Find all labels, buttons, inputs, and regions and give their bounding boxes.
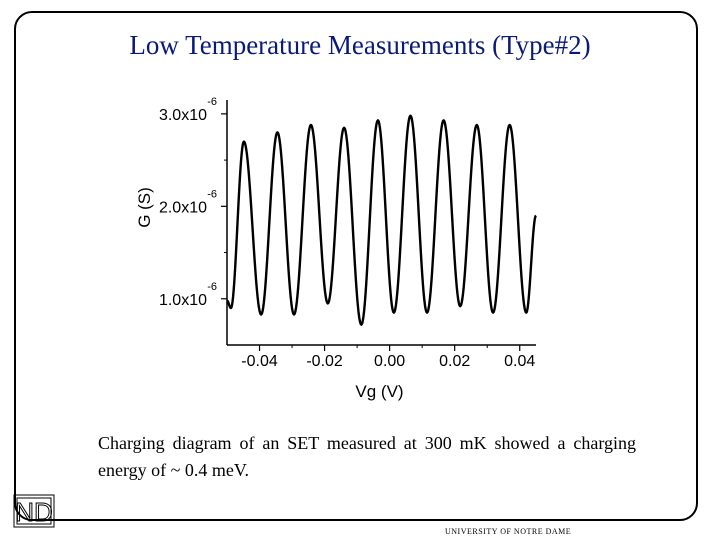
y-tick-label: 2.0x10	[159, 199, 207, 216]
x-tick-label: 0.02	[439, 353, 470, 370]
y-tick-exponent: -6	[207, 96, 217, 108]
y-tick-exponent: -6	[207, 188, 217, 200]
x-axis-label: Vg (V)	[355, 382, 403, 401]
university-footer: UNIVERSITY OF NOTRE DAME	[445, 527, 572, 536]
x-tick-label: -0.02	[306, 353, 343, 370]
y-tick-label: 3.0x10	[159, 107, 207, 124]
y-tick-exponent: -6	[207, 281, 217, 293]
notre-dame-logo: ND	[13, 494, 55, 528]
logo-lettering: ND	[15, 497, 53, 527]
conductance-series-line	[225, 114, 537, 326]
slide-caption: Charging diagram of an SET measured at 3…	[98, 433, 636, 480]
x-tick-label: -0.04	[241, 353, 278, 370]
y-tick-label: 1.0x10	[159, 292, 207, 309]
slide-frame	[14, 11, 698, 521]
x-tick-label: 0.04	[504, 353, 535, 370]
slide-title: Low Temperature Measurements (Type#2)	[129, 30, 591, 60]
y-axis-label: G (S)	[135, 187, 154, 228]
x-tick-label: 0.00	[374, 353, 405, 370]
